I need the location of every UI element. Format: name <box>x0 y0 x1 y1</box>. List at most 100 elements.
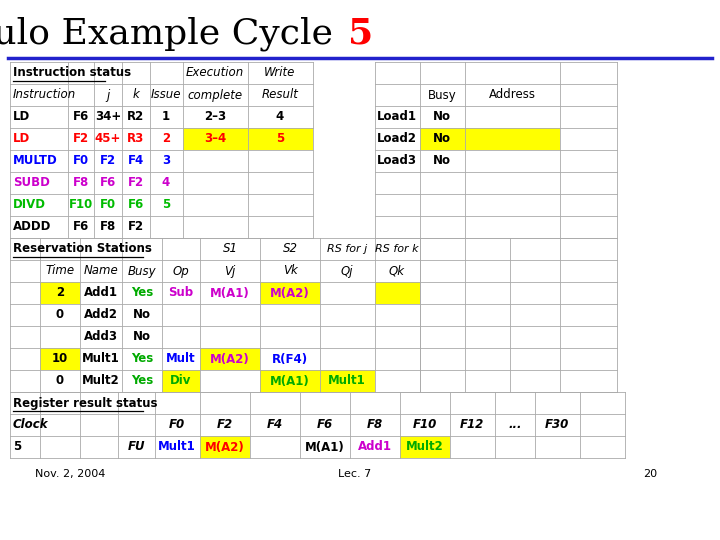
Text: j: j <box>107 89 109 102</box>
Text: Yes: Yes <box>131 375 153 388</box>
Bar <box>465 128 560 150</box>
Text: F6: F6 <box>317 418 333 431</box>
Text: F30: F30 <box>545 418 569 431</box>
Text: LD: LD <box>13 111 30 124</box>
Bar <box>375 282 420 304</box>
Text: Time: Time <box>45 265 75 278</box>
Text: 2–3: 2–3 <box>204 111 226 124</box>
Text: 2: 2 <box>56 287 64 300</box>
Text: F2: F2 <box>128 177 144 190</box>
Text: R(F4): R(F4) <box>272 353 308 366</box>
Bar <box>320 370 375 392</box>
Text: F10: F10 <box>69 199 93 212</box>
Text: F8: F8 <box>367 418 383 431</box>
Bar <box>400 436 450 458</box>
Text: Op: Op <box>173 265 189 278</box>
Text: 4: 4 <box>276 111 284 124</box>
Text: Instruction status: Instruction status <box>13 66 131 79</box>
Text: k: k <box>132 89 140 102</box>
Text: Name: Name <box>84 265 118 278</box>
Text: Add1: Add1 <box>84 287 118 300</box>
Text: F0: F0 <box>73 154 89 167</box>
Text: M(A1): M(A1) <box>270 375 310 388</box>
Text: 5: 5 <box>276 132 284 145</box>
Text: R2: R2 <box>127 111 145 124</box>
Text: Qj: Qj <box>341 265 354 278</box>
Text: 2: 2 <box>162 132 170 145</box>
Text: Yes: Yes <box>131 353 153 366</box>
Text: S1: S1 <box>222 242 238 255</box>
Text: Add1: Add1 <box>358 441 392 454</box>
Text: 45+: 45+ <box>95 132 121 145</box>
Text: complete: complete <box>187 89 243 102</box>
Text: Load3: Load3 <box>377 154 417 167</box>
Text: No: No <box>433 154 451 167</box>
Text: F12: F12 <box>460 418 484 431</box>
Text: 10: 10 <box>52 353 68 366</box>
Text: Load2: Load2 <box>377 132 417 145</box>
Text: F10: F10 <box>413 418 437 431</box>
Text: Mult: Mult <box>166 353 196 366</box>
Text: Register result status: Register result status <box>13 396 158 409</box>
Text: ...: ... <box>508 418 522 431</box>
Text: No: No <box>133 330 151 343</box>
Text: Sub: Sub <box>168 287 194 300</box>
Text: M(A2): M(A2) <box>210 353 250 366</box>
Text: DIVD: DIVD <box>13 199 46 212</box>
Text: LD: LD <box>13 132 30 145</box>
Text: 0: 0 <box>56 308 64 321</box>
Text: F8: F8 <box>100 220 116 233</box>
Text: No: No <box>433 132 451 145</box>
Text: No: No <box>433 111 451 124</box>
Bar <box>248 128 313 150</box>
Text: Mult2: Mult2 <box>406 441 444 454</box>
Text: Mult1: Mult1 <box>328 375 366 388</box>
Text: M(A1): M(A1) <box>305 441 345 454</box>
Text: Mult1: Mult1 <box>158 441 196 454</box>
Text: M(A2): M(A2) <box>270 287 310 300</box>
Text: Div: Div <box>171 375 192 388</box>
Text: Busy: Busy <box>127 265 156 278</box>
Bar <box>260 282 320 304</box>
Text: Vj: Vj <box>225 265 235 278</box>
Text: Issue: Issue <box>150 89 181 102</box>
Text: F2: F2 <box>217 418 233 431</box>
Text: FU: FU <box>127 441 145 454</box>
Text: Instruction: Instruction <box>13 89 76 102</box>
Text: Qk: Qk <box>389 265 405 278</box>
Text: F6: F6 <box>100 177 116 190</box>
Text: Add2: Add2 <box>84 308 118 321</box>
Text: F8: F8 <box>73 177 89 190</box>
Text: 20: 20 <box>643 469 657 479</box>
Text: F4: F4 <box>128 154 144 167</box>
Text: Mult1: Mult1 <box>82 353 120 366</box>
Text: 5: 5 <box>13 441 22 454</box>
Text: 5: 5 <box>348 17 373 51</box>
Text: Busy: Busy <box>428 89 456 102</box>
Text: RS for j: RS for j <box>327 244 367 254</box>
Text: F2: F2 <box>128 220 144 233</box>
Bar <box>183 128 248 150</box>
Text: Mult2: Mult2 <box>82 375 120 388</box>
Text: M(A2): M(A2) <box>205 441 245 454</box>
Text: S2: S2 <box>282 242 297 255</box>
Text: 4: 4 <box>162 177 170 190</box>
Text: SUBD: SUBD <box>13 177 50 190</box>
Text: Write: Write <box>264 66 296 79</box>
Text: F6: F6 <box>73 220 89 233</box>
Text: F6: F6 <box>73 111 89 124</box>
Bar <box>162 370 200 392</box>
Text: Tomasulo Example Cycle: Tomasulo Example Cycle <box>0 17 345 51</box>
Text: Address: Address <box>488 89 536 102</box>
Text: 1: 1 <box>162 111 170 124</box>
Text: F2: F2 <box>100 154 116 167</box>
Text: F2: F2 <box>73 132 89 145</box>
Text: 34+: 34+ <box>95 111 121 124</box>
Text: Vk: Vk <box>283 265 297 278</box>
Text: Result: Result <box>261 89 298 102</box>
Text: Yes: Yes <box>131 287 153 300</box>
Bar <box>200 348 260 370</box>
Bar <box>420 128 465 150</box>
Text: ADDD: ADDD <box>13 220 51 233</box>
Text: Execution: Execution <box>186 66 244 79</box>
